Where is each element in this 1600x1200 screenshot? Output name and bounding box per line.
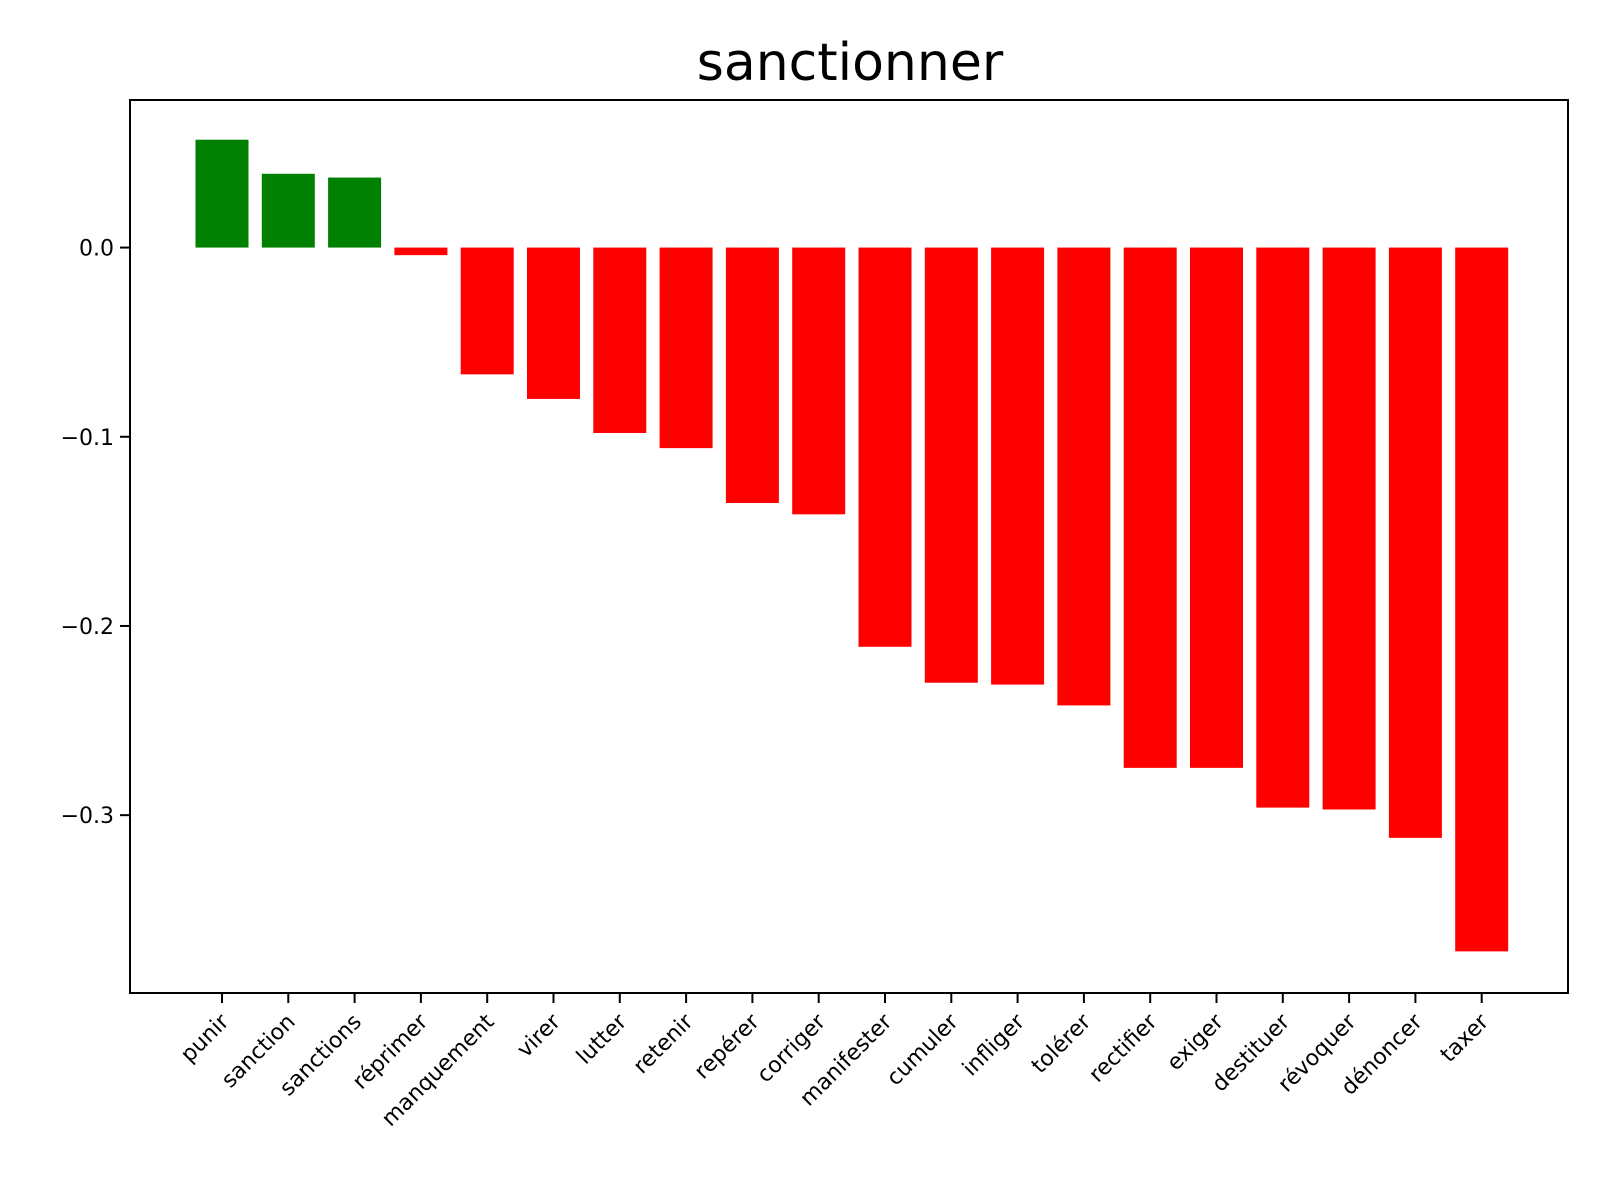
bar-10 — [792, 247, 846, 515]
x-tick-label: retenir — [629, 1009, 699, 1079]
bar-5 — [460, 247, 514, 375]
x-tick-label: lutter — [572, 1009, 633, 1070]
x-tick-label: cumuler — [882, 1009, 964, 1091]
bar-7 — [593, 247, 647, 433]
bar-6 — [527, 247, 580, 399]
y-tick-label: −0.1 — [61, 426, 114, 451]
bar-17 — [1256, 247, 1310, 808]
y-tick-label: −0.2 — [61, 615, 114, 640]
x-tick-label: rectifier — [1084, 1009, 1163, 1088]
y-tick-label: 0.0 — [79, 237, 114, 262]
bar-2 — [261, 173, 315, 248]
bar-4 — [394, 247, 448, 256]
y-tick-label: −0.3 — [61, 804, 114, 829]
bar-8 — [659, 247, 713, 449]
bar-12 — [924, 247, 978, 683]
chart-title: sanctionner — [697, 33, 1004, 93]
x-tick-label: virer — [513, 1009, 567, 1063]
bar-11 — [858, 247, 912, 647]
bar-1 — [195, 139, 249, 248]
bar-14 — [1057, 247, 1111, 706]
bar-9 — [725, 247, 779, 503]
x-tick-label: infliger — [958, 1009, 1030, 1081]
bar-16 — [1190, 247, 1243, 768]
x-tick-label: exiger — [1162, 1009, 1229, 1076]
x-tick-label: punir — [176, 1009, 235, 1068]
bar-20 — [1455, 247, 1509, 952]
bar-3 — [328, 177, 382, 248]
bar-19 — [1388, 247, 1442, 838]
plot-frame — [129, 99, 1569, 994]
x-tick-label: taxer — [1436, 1009, 1495, 1068]
bars-layer — [195, 139, 1509, 952]
bar-13 — [991, 247, 1045, 685]
bar-18 — [1322, 247, 1376, 810]
bar-15 — [1123, 247, 1177, 768]
x-tick-label: manquement — [377, 1009, 499, 1131]
